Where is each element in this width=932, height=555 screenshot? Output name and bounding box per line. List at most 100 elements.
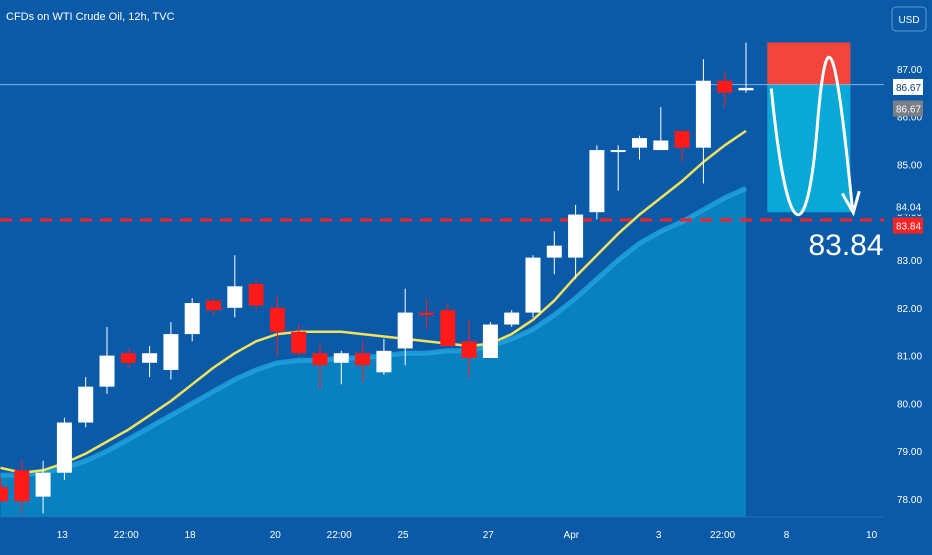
current-price-tag-bg (893, 78, 923, 95)
candle (695, 59, 711, 184)
candle (397, 288, 413, 366)
candle (120, 348, 136, 368)
candle-body (504, 312, 520, 325)
candle-body (120, 353, 136, 363)
position-zones (767, 42, 851, 213)
candle (333, 350, 349, 385)
current-price-tag: 86.67 (896, 83, 921, 94)
x-tick-label: 18 (185, 530, 197, 541)
price-axis[interactable]: 78.0079.0080.0081.0082.0083.0084.0085.00… (893, 65, 923, 506)
candle-body (632, 138, 647, 148)
candle-body (227, 286, 243, 308)
candle (632, 135, 647, 160)
candle (248, 279, 264, 311)
candle-body (653, 140, 669, 151)
candle (653, 107, 669, 151)
candle (674, 130, 690, 163)
candle-body (0, 487, 8, 502)
candle-body (142, 353, 158, 363)
candle (419, 298, 434, 330)
x-tick-label: 22:00 (327, 530, 352, 541)
moving-average-layer (0, 129, 747, 474)
candle (610, 145, 626, 191)
arrow-head-icon (840, 190, 861, 217)
y-tick-label: 86.00 (897, 113, 922, 124)
y-tick-label: 80.00 (897, 399, 922, 410)
candle (312, 343, 328, 390)
candle-body (99, 355, 115, 387)
level-tag-84-bg (893, 198, 923, 215)
candle (206, 298, 221, 315)
y-tick-label: 79.00 (897, 447, 922, 458)
x-tick-label: Apr (564, 530, 580, 541)
candle (184, 298, 200, 342)
projection-path (769, 55, 854, 216)
x-tick-label: 8 (784, 530, 790, 541)
area-series-edge (0, 186, 748, 478)
candle-body (184, 303, 200, 335)
candle (525, 255, 541, 318)
x-tick-label: 22:00 (710, 530, 735, 541)
chart-title: CFDs on WTI Crude Oil, 12h, TVC (6, 11, 175, 23)
candle-body (248, 283, 264, 306)
candle-body (589, 150, 605, 213)
target-price-tag-bg (893, 217, 923, 234)
y-tick-label: 83.00 (897, 256, 922, 267)
candle-body (269, 307, 285, 332)
moving-average-line (0, 129, 747, 474)
target-price-large-label: 83.84 (808, 229, 883, 262)
level-lines (0, 84, 884, 222)
x-tick-label: 3 (656, 530, 662, 541)
candle (461, 319, 477, 378)
currency-button-frame[interactable] (891, 6, 927, 32)
candle (717, 71, 733, 108)
candle-body (333, 353, 349, 363)
candle (482, 322, 498, 358)
candle-body (206, 300, 221, 311)
time-axis[interactable]: 13 22:00 18 20 22:00 25 27 Apr 3 22:00 8 10 (0, 516, 884, 541)
candle-body (163, 334, 179, 370)
candle-body (525, 257, 541, 313)
candle (56, 417, 72, 480)
candle (163, 322, 179, 380)
candle (568, 205, 584, 280)
y-tick-label: 82.00 (897, 304, 922, 315)
candle (14, 460, 30, 514)
x-tick-label: 13 (57, 530, 69, 541)
x-tick-label: 10 (866, 530, 878, 541)
candle (78, 377, 94, 428)
candle (269, 295, 285, 356)
candle-body (546, 245, 562, 258)
candle (546, 231, 562, 275)
candle (376, 338, 392, 375)
candle-body (397, 312, 413, 349)
candle-body (717, 80, 733, 93)
y-tick-label: 85.00 (897, 160, 922, 171)
candle (738, 42, 754, 93)
candle-body (56, 422, 72, 473)
candles-layer (0, 42, 754, 514)
currency-button-label[interactable]: USD (898, 15, 919, 26)
candle-body (78, 386, 94, 423)
candle-body (291, 331, 307, 354)
level-tag-84: 84.04 (896, 202, 921, 213)
candle-body (14, 470, 30, 502)
currency-button[interactable]: USD (891, 6, 927, 32)
candle (589, 145, 605, 220)
candle (440, 303, 456, 347)
candle (142, 346, 158, 378)
candle (291, 324, 307, 356)
x-tick-label: 27 (483, 530, 495, 541)
candle (35, 460, 51, 514)
y-tick-label: 78.00 (897, 495, 922, 506)
candle-body (419, 312, 434, 315)
candle-body (695, 80, 711, 148)
candle (504, 310, 520, 327)
candle-body (610, 150, 626, 153)
current-price-tag-secondary-bg (893, 100, 923, 117)
candle (0, 477, 8, 502)
x-tick-label: 22:00 (114, 530, 139, 541)
area-series-layer (0, 186, 748, 518)
